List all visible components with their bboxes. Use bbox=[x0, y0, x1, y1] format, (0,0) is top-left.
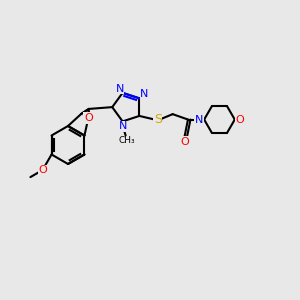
Text: O: O bbox=[84, 113, 93, 123]
Text: O: O bbox=[38, 165, 47, 175]
Text: CH₃: CH₃ bbox=[118, 136, 135, 145]
Text: N: N bbox=[195, 115, 203, 124]
Text: O: O bbox=[236, 115, 244, 124]
Text: N: N bbox=[116, 84, 124, 94]
Text: N: N bbox=[118, 122, 127, 131]
Text: S: S bbox=[154, 113, 162, 126]
Text: N: N bbox=[140, 89, 148, 99]
Text: O: O bbox=[180, 136, 189, 146]
